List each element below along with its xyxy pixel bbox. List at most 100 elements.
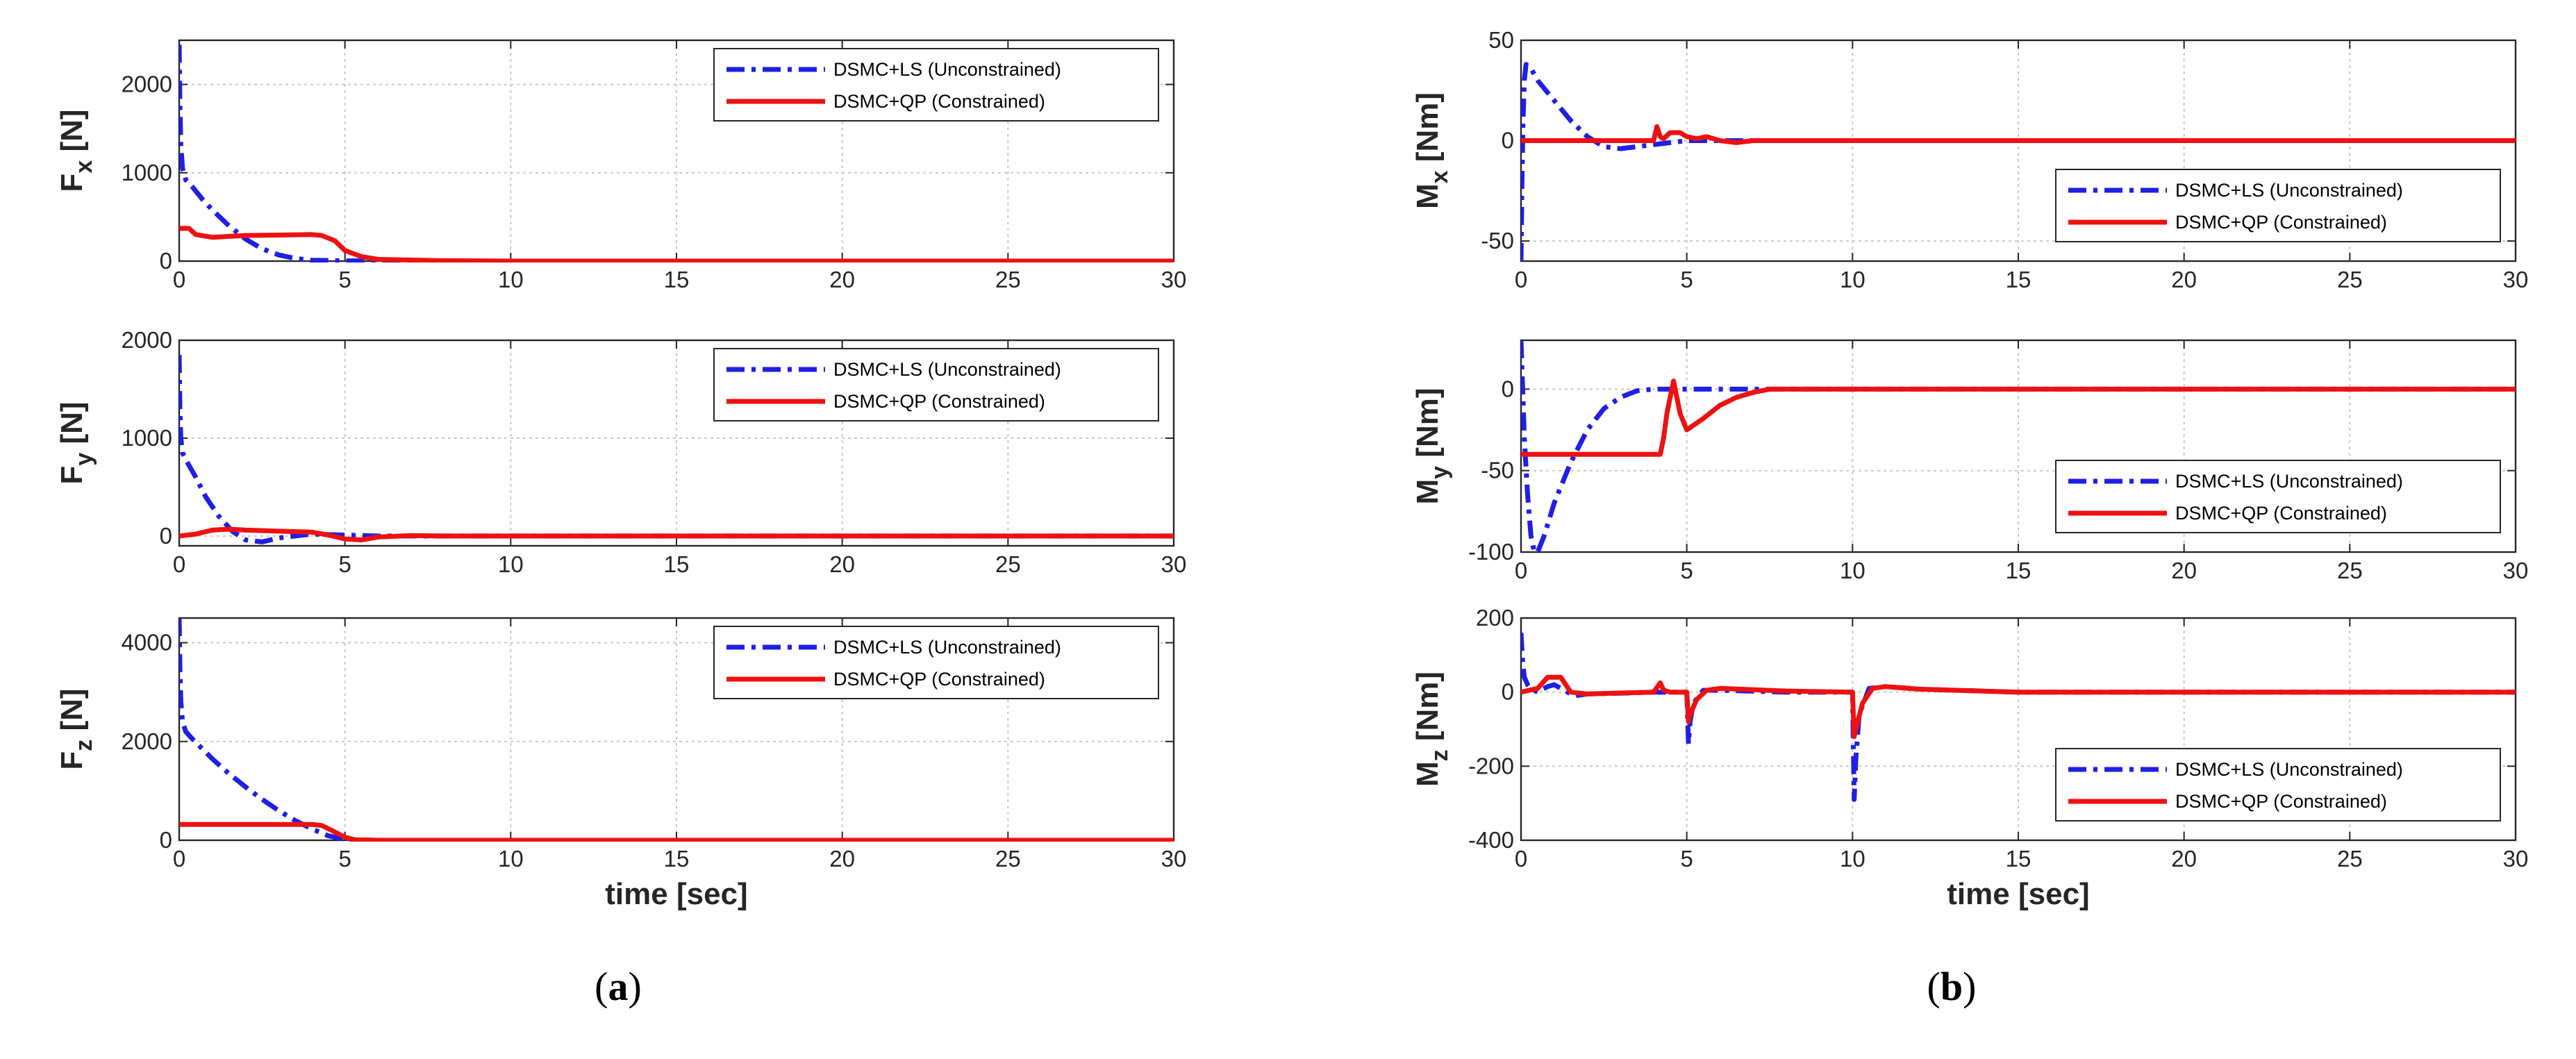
x-tick-label: 25 — [995, 551, 1021, 577]
x-tick-label: 25 — [995, 267, 1021, 292]
y-axis-label: Fz [N] — [55, 688, 97, 769]
y-tick-label: 1000 — [122, 425, 172, 451]
legend-label: DSMC+LS (Unconstrained) — [833, 359, 1061, 380]
x-tick-label: 15 — [2006, 846, 2031, 872]
y-axis-label: Mx [Nm] — [1411, 92, 1453, 209]
legend: DSMC+LS (Unconstrained) DSMC+QP (Constrai… — [2055, 460, 2501, 533]
x-tick-label: 15 — [664, 846, 690, 872]
legend-box — [2055, 460, 2501, 533]
x-tick-label: 30 — [2503, 558, 2529, 583]
legend: DSMC+LS (Unconstrained) DSMC+QP (Constrai… — [713, 48, 1159, 122]
legend-label: DSMC+QP (Constrained) — [2175, 791, 2387, 812]
y-tick-label: 0 — [160, 248, 172, 274]
x-tick-label: 15 — [2006, 267, 2031, 292]
y-axis-label: Fy [N] — [55, 401, 97, 484]
legend-label: DSMC+LS (Unconstrained) — [833, 59, 1061, 80]
x-tick-label: 15 — [664, 267, 690, 292]
legend: DSMC+LS (Unconstrained) DSMC+QP (Constrai… — [2055, 748, 2501, 822]
subplot-a-2: 0 5 10 15 20 25 30 0 1000 2000 Fy [N] DSMC+LS (Unco… — [55, 327, 1186, 577]
x-tick-label: 30 — [2503, 846, 2529, 872]
legend-label: DSMC+LS (Unconstrained) — [2175, 471, 2403, 492]
x-tick-label: 10 — [1840, 267, 1865, 292]
x-tick-label: 20 — [2171, 267, 2197, 292]
caption-a: (a) — [595, 964, 642, 1009]
x-tick-label: 5 — [1680, 558, 1693, 583]
legend-label: DSMC+QP (Constrained) — [2175, 503, 2387, 524]
legend-box — [713, 348, 1159, 422]
x-tick-label: 20 — [829, 267, 855, 292]
series-line-unconstrained — [179, 617, 1174, 842]
y-tick-label: 0 — [1502, 128, 1514, 153]
x-tick-label: 5 — [338, 846, 351, 872]
x-tick-label: 25 — [2337, 267, 2363, 292]
x-tick-label: 10 — [1840, 558, 1865, 583]
x-tick-label: 25 — [2337, 558, 2363, 583]
y-tick-label: 4000 — [122, 630, 172, 656]
x-tick-label: 20 — [829, 846, 855, 872]
x-tick-label: 30 — [2503, 267, 2529, 292]
y-axis-label: My [Nm] — [1411, 387, 1453, 504]
x-tick-label: 25 — [995, 846, 1021, 872]
x-tick-label: 30 — [1161, 846, 1187, 872]
legend-box — [713, 626, 1159, 699]
x-tick-label: 0 — [1515, 267, 1527, 292]
legend-label: DSMC+QP (Constrained) — [833, 391, 1045, 412]
legend-label: DSMC+LS (Unconstrained) — [2175, 759, 2403, 780]
series-group — [179, 44, 1174, 262]
legend: DSMC+LS (Unconstrained) DSMC+QP (Constrai… — [713, 626, 1159, 699]
x-tick-label: 25 — [2337, 846, 2363, 872]
y-tick-label: -50 — [1481, 228, 1514, 253]
x-tick-label: 30 — [1161, 267, 1187, 292]
y-tick-label: 200 — [1476, 605, 1514, 631]
y-tick-label: 0 — [1502, 376, 1514, 401]
series-line-constrained — [179, 822, 1174, 842]
x-tick-label: 15 — [664, 551, 690, 577]
x-tick-label: 0 — [1515, 846, 1527, 872]
x-tick-label: 0 — [173, 267, 185, 292]
x-tick-label: 10 — [498, 846, 524, 872]
y-tick-label: 0 — [1502, 679, 1514, 705]
series-line-constrained — [179, 526, 1174, 542]
x-tick-label: 5 — [1680, 267, 1693, 292]
legend: DSMC+LS (Unconstrained) DSMC+QP (Constrai… — [2055, 169, 2501, 242]
subplot-a-1: 0 5 10 15 20 25 30 0 1000 2000 Fx [N] DSMC+LS (Unco… — [55, 39, 1187, 292]
legend-box — [2055, 748, 2501, 822]
legend: DSMC+LS (Unconstrained) DSMC+QP (Constrai… — [713, 348, 1159, 422]
y-tick-label: 2000 — [122, 327, 172, 353]
y-tick-label: -50 — [1481, 458, 1514, 483]
series-group — [1521, 340, 2516, 553]
x-tick-label: 0 — [173, 846, 185, 872]
y-axis-label: Mz [Nm] — [1411, 672, 1453, 787]
x-tick-label: 30 — [1161, 551, 1187, 577]
x-tick-label: 10 — [498, 551, 524, 577]
series-group — [1521, 62, 2516, 262]
y-tick-label: 0 — [160, 827, 172, 853]
y-tick-label: 0 — [160, 523, 172, 549]
series-group — [179, 355, 1174, 544]
x-tick-label: 20 — [2171, 558, 2197, 583]
y-tick-label: 1000 — [122, 160, 172, 185]
x-tick-label: 10 — [1840, 846, 1865, 872]
caption-b: (b) — [1927, 964, 1977, 1009]
series-line-constrained — [1521, 674, 2516, 740]
legend-box — [2055, 169, 2501, 242]
y-tick-label: 2000 — [122, 72, 172, 97]
y-tick-label: -200 — [1468, 753, 1514, 778]
series-line-constrained — [179, 226, 1174, 262]
y-tick-label: 50 — [1488, 27, 1514, 53]
y-axis-label: Fx [N] — [55, 109, 97, 192]
series-group — [1521, 633, 2516, 802]
x-tick-label: 5 — [338, 551, 351, 577]
series-group — [179, 617, 1174, 842]
x-tick-label: 5 — [338, 267, 351, 292]
x-axis-label: time [sec] — [605, 877, 747, 911]
x-tick-label: 0 — [1515, 558, 1527, 583]
series-line-unconstrained — [1521, 340, 2516, 553]
subplot-b-2: 0 5 10 15 20 25 30 -100 -50 0 My [Nm] DSMC+LS (Unco… — [1411, 339, 2529, 583]
legend-label: DSMC+QP (Constrained) — [833, 91, 1045, 112]
x-tick-label: 0 — [173, 551, 185, 577]
y-tick-label: 2000 — [122, 728, 172, 754]
